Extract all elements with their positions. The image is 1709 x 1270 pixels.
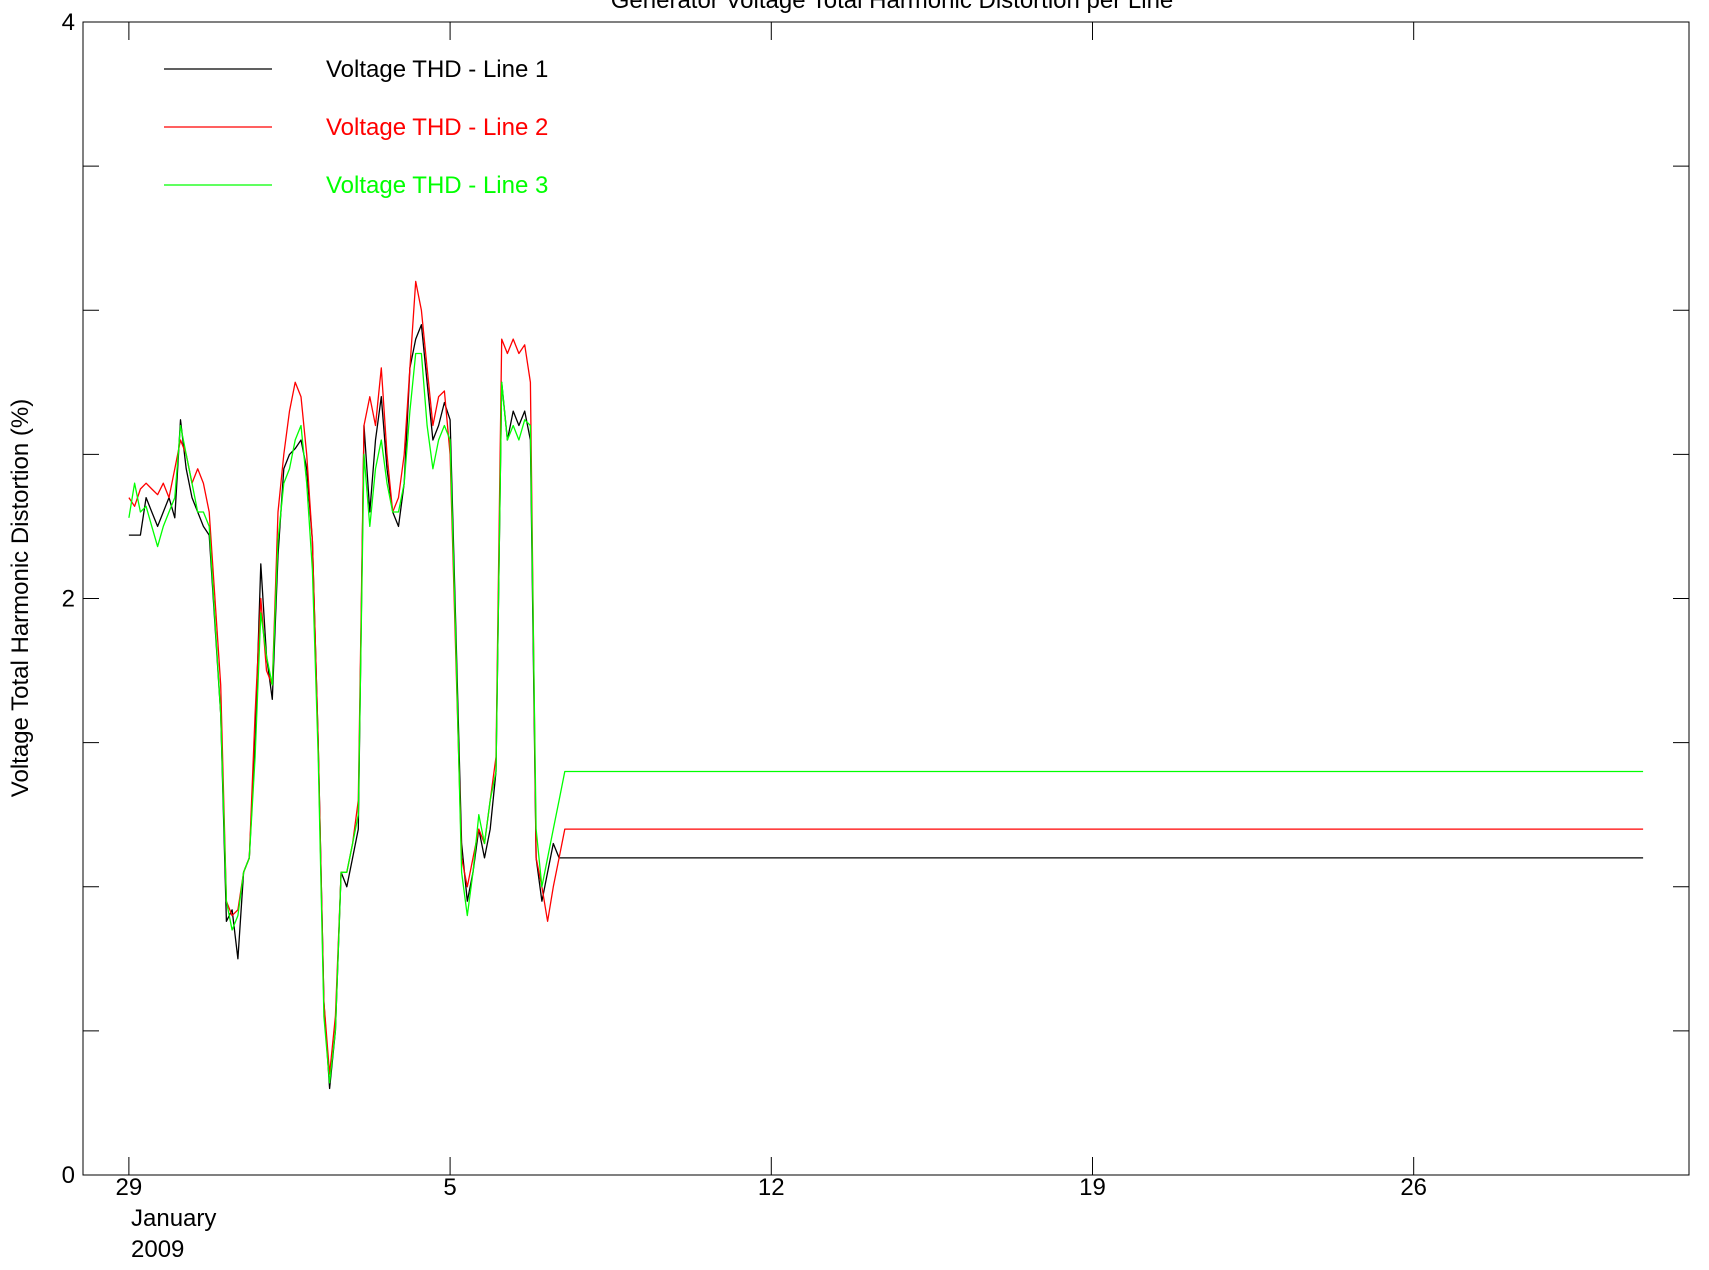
y-tick-label: 0 bbox=[62, 1162, 75, 1189]
x-tick-label: 29 bbox=[116, 1174, 143, 1201]
x-tick-label: 12 bbox=[758, 1174, 785, 1201]
series-layer bbox=[128, 280, 1644, 1090]
legend-label-2: Voltage THD - Line 2 bbox=[326, 114, 548, 141]
x-tick-label: 19 bbox=[1079, 1174, 1106, 1201]
y-axis-title: Voltage Total Harmonic Distortion (%) bbox=[7, 399, 34, 797]
y-tick-label: 2 bbox=[62, 586, 75, 613]
legend-label-3: Voltage THD - Line 3 bbox=[326, 172, 548, 199]
legend-label-1: Voltage THD - Line 1 bbox=[326, 56, 548, 83]
x-axis-caption-year: 2009 bbox=[131, 1236, 184, 1263]
x-axis: 29 5 12 19 26 bbox=[116, 22, 1690, 1201]
x-tick-label: 5 bbox=[443, 1174, 456, 1201]
x-axis-caption-month: January bbox=[131, 1205, 216, 1232]
x-tick-label: 26 bbox=[1400, 1174, 1427, 1201]
y-axis: 0 2 4 bbox=[62, 9, 1689, 1189]
legend: Voltage THD - Line 1 Voltage THD - Line 2… bbox=[164, 56, 548, 199]
series-line-3 bbox=[128, 352, 1644, 1084]
chart-title: Generator Voltage Total Harmonic Distort… bbox=[611, 0, 1174, 14]
y-tick-label: 4 bbox=[62, 9, 75, 36]
